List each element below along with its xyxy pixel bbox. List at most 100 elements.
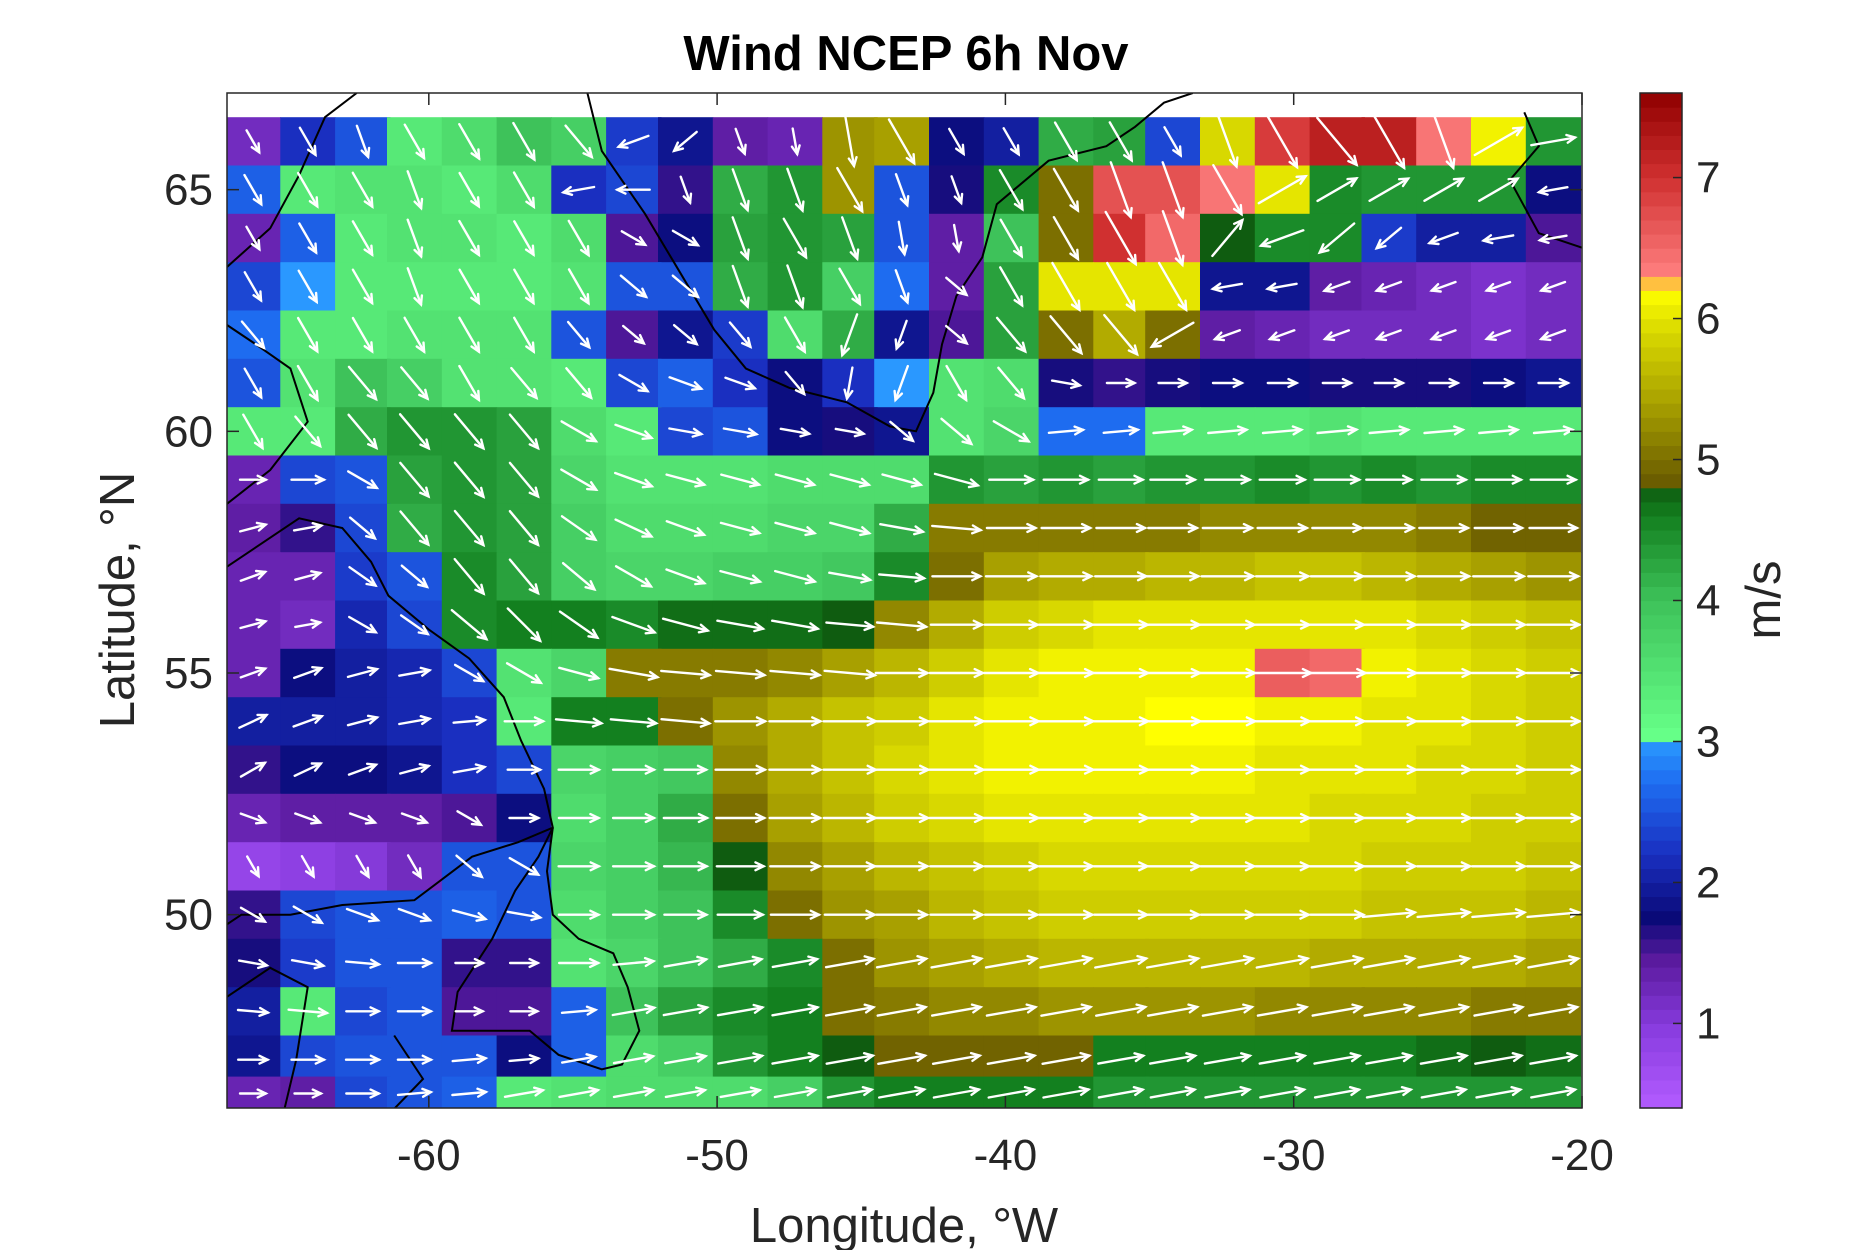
wind-arrow: [879, 523, 926, 536]
wind-arrow: [1428, 377, 1461, 389]
wind-arrow: [999, 266, 1024, 308]
wind-arrow: [1418, 1003, 1471, 1017]
wind-arrow: [1374, 329, 1402, 342]
colorbar-band: [1640, 614, 1682, 630]
wind-arrow: [406, 218, 424, 259]
wind-arrow: [784, 370, 806, 397]
wind-arrow: [406, 170, 424, 211]
wind-arrow: [348, 516, 378, 541]
wind-arrow: [1203, 1052, 1253, 1065]
colorbar-band: [1640, 177, 1682, 193]
wind-arrow: [945, 364, 968, 403]
wind-arrow: [660, 717, 713, 728]
colorbar-band: [1640, 304, 1682, 320]
wind-arrow: [453, 509, 486, 548]
coastline-segment: [393, 1034, 425, 1108]
wind-arrow: [294, 570, 323, 581]
wind-arrow: [1254, 571, 1312, 582]
wind-arrow: [1538, 329, 1567, 342]
wind-arrow: [558, 666, 601, 682]
wind-arrow: [561, 562, 597, 592]
wind-arrow: [1108, 121, 1134, 163]
wind-arrow: [1480, 234, 1515, 245]
wind-arrow: [398, 666, 433, 677]
wind-arrow: [877, 1051, 928, 1066]
wind-arrow: [1109, 161, 1133, 220]
wind-arrow: [933, 472, 981, 489]
wind-arrow: [875, 621, 929, 632]
wind-arrow: [298, 222, 318, 255]
wind-arrow: [985, 1003, 1039, 1017]
wind-arrow: [1474, 1051, 1525, 1065]
wind-arrow: [1361, 908, 1418, 919]
wind-arrow: [611, 861, 657, 872]
wind-arrow: [1474, 474, 1524, 485]
wind-arrow: [406, 854, 423, 880]
wind-arrow: [614, 184, 651, 195]
wind-arrow: [1472, 954, 1527, 969]
wind-arrow: [771, 1003, 821, 1017]
wind-arrow: [661, 617, 711, 634]
colorbar-band: [1640, 445, 1682, 461]
y-tick-label: 50: [164, 891, 213, 940]
wind-arrow: [348, 566, 378, 588]
wind-arrow: [1254, 861, 1312, 872]
wind-arrow: [344, 1054, 382, 1065]
colorbar-band: [1640, 755, 1682, 771]
wind-arrow: [983, 619, 1041, 630]
wind-arrow: [1415, 861, 1473, 872]
wind-arrow: [719, 521, 762, 536]
wind-arrow: [558, 610, 600, 640]
wind-arrow: [347, 413, 379, 451]
wind-arrow: [452, 715, 488, 726]
wind-arrow: [786, 167, 805, 214]
wind-arrow: [1258, 229, 1305, 248]
wind-arrow: [1419, 1051, 1470, 1065]
wind-arrow: [664, 1052, 709, 1065]
wind-arrow: [1311, 1003, 1364, 1017]
wind-arrow: [239, 666, 268, 679]
wind-arrow: [348, 812, 378, 825]
wind-arrow: [894, 269, 910, 305]
wind-arrow: [1471, 908, 1528, 919]
colorbar-band: [1640, 685, 1682, 700]
wind-arrow: [453, 413, 486, 451]
wind-arrow: [1527, 1003, 1580, 1017]
wind-arrow: [714, 716, 768, 727]
wind-arrow: [1149, 1085, 1198, 1099]
wind-arrow: [351, 220, 374, 257]
wind-arrow: [1210, 282, 1244, 293]
wind-arrow: [1103, 313, 1139, 357]
colorbar-band: [1640, 558, 1682, 573]
wind-arrow: [1313, 1052, 1363, 1065]
wind-arrow: [1144, 861, 1203, 872]
wind-arrow: [1097, 474, 1146, 485]
colorbar-band: [1640, 318, 1682, 334]
wind-arrow: [620, 230, 648, 247]
colorbar-band: [1640, 515, 1682, 531]
wind-arrow: [843, 366, 854, 402]
wind-arrow: [1313, 474, 1362, 485]
wind-arrow: [611, 615, 658, 635]
wind-arrow: [458, 219, 481, 258]
wind-arrow: [1484, 280, 1512, 293]
wind-arrow: [1039, 954, 1095, 969]
wind-arrow: [564, 124, 594, 160]
coastline-segment: [227, 324, 309, 505]
wind-arrow: [1309, 909, 1367, 920]
wind-arrow: [608, 667, 661, 681]
wind-arrow: [1207, 425, 1250, 436]
colorbar-band: [1640, 544, 1682, 559]
wind-arrow: [458, 122, 481, 161]
wind-arrow: [887, 118, 916, 166]
wind-arrow: [347, 762, 379, 776]
colorbar-band: [1640, 628, 1682, 644]
colorbar-band: [1640, 671, 1682, 686]
coastline-segment: [450, 827, 641, 1071]
wind-arrow: [243, 271, 263, 303]
wind-arrow: [838, 267, 862, 307]
wind-arrow: [1374, 280, 1403, 293]
colorbar-band: [1640, 995, 1682, 1010]
wind-arrow: [396, 1054, 434, 1065]
wind-arrow: [294, 618, 323, 629]
